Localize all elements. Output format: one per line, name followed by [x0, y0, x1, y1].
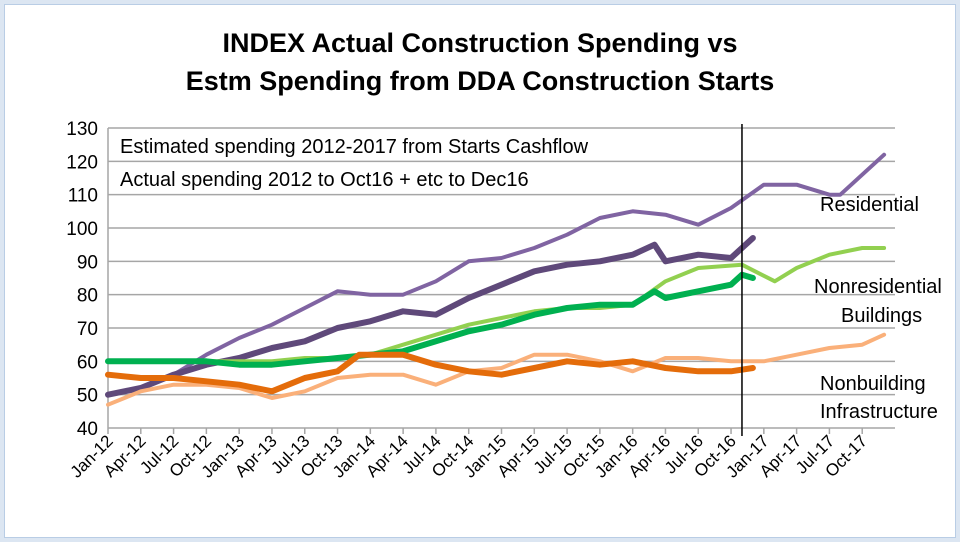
series-label: Residential [820, 194, 919, 216]
y-tick-label: 60 [77, 352, 98, 373]
residential-estimated-line [106, 152, 887, 397]
series-label: Nonbuilding [820, 373, 926, 395]
y-tick-label: 90 [77, 252, 98, 273]
chart-title-line-1: INDEX Actual Construction Spending vs [222, 28, 738, 58]
y-tick-label: 120 [66, 152, 98, 173]
annotation-text: Actual spending 2012 to Oct16 + etc to D… [120, 169, 529, 191]
series-label: Nonresidential [814, 276, 942, 298]
y-tick-label: 50 [77, 386, 98, 407]
y-tick-label: 100 [66, 219, 98, 240]
annotation-text: Estimated spending 2012-2017 from Starts… [120, 136, 589, 158]
y-tick-label: 80 [77, 286, 98, 307]
y-tick-label: 110 [68, 186, 98, 207]
y-tick-label: 40 [77, 419, 98, 440]
y-tick-label: 130 [66, 119, 98, 140]
y-tick-label: 70 [77, 319, 98, 340]
series-label: Buildings [841, 305, 922, 327]
chart-frame [4, 4, 956, 538]
chart-title: INDEX Actual Construction Spending vs Es… [0, 24, 960, 100]
series-label: Infrastructure [820, 401, 938, 423]
chart-title-line-2: Estm Spending from DDA Construction Star… [185, 66, 775, 96]
